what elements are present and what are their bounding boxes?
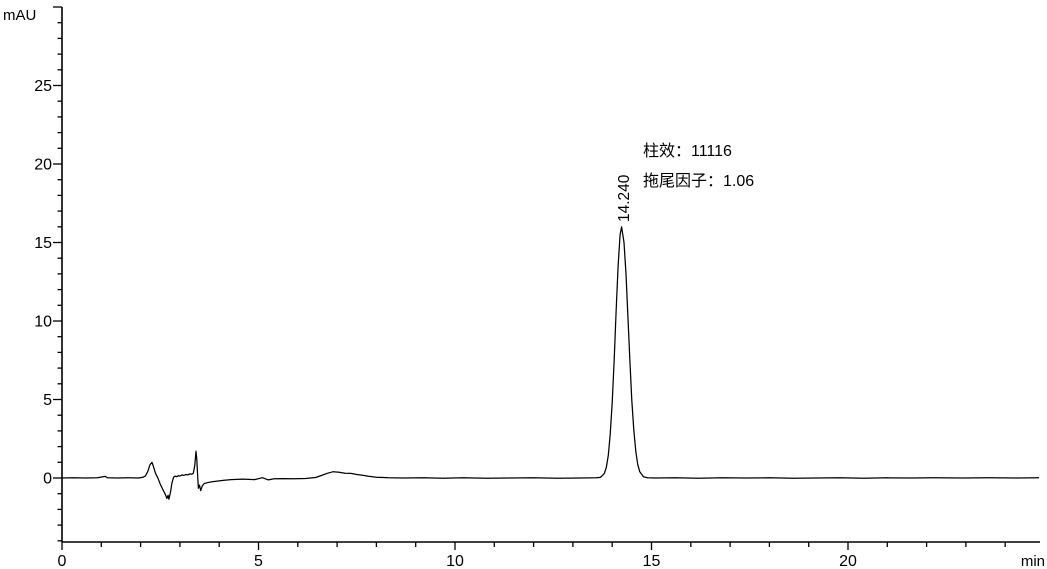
- peak-retention-time-label: 14.240: [616, 174, 633, 222]
- annotation-tailing-factor: 拖尾因子：1.06: [643, 172, 754, 190]
- y-tick-label: 5: [43, 392, 52, 409]
- y-axis-unit-label: mAU: [3, 7, 36, 24]
- x-tick-label: 5: [254, 553, 263, 569]
- y-tick-label: 0: [43, 471, 52, 488]
- x-tick-label: 0: [58, 553, 67, 569]
- y-tick-label: 15: [34, 235, 52, 252]
- annotation-column-efficiency: 柱效：11116: [643, 142, 732, 160]
- y-tick-label: 10: [34, 314, 52, 331]
- x-tick-label: 20: [839, 553, 857, 569]
- x-tick-label: 15: [643, 553, 661, 569]
- signal-trace: [61, 226, 1040, 500]
- x-tick-label: 10: [446, 553, 464, 569]
- y-tick-label: 20: [34, 157, 52, 174]
- axes-and-trace: 0 5 10 15 20 25 0 5 10 15 20: [34, 6, 1040, 569]
- x-axis-unit-label: min: [1021, 553, 1045, 569]
- y-tick-label: 25: [34, 78, 52, 95]
